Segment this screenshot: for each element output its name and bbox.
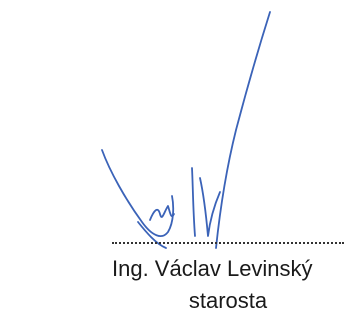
signature-line	[112, 242, 344, 244]
signer-name: Ing. Václav Levinský	[112, 256, 313, 281]
handwritten-signature	[101, 11, 271, 249]
signer-role: starosta	[188, 288, 268, 313]
